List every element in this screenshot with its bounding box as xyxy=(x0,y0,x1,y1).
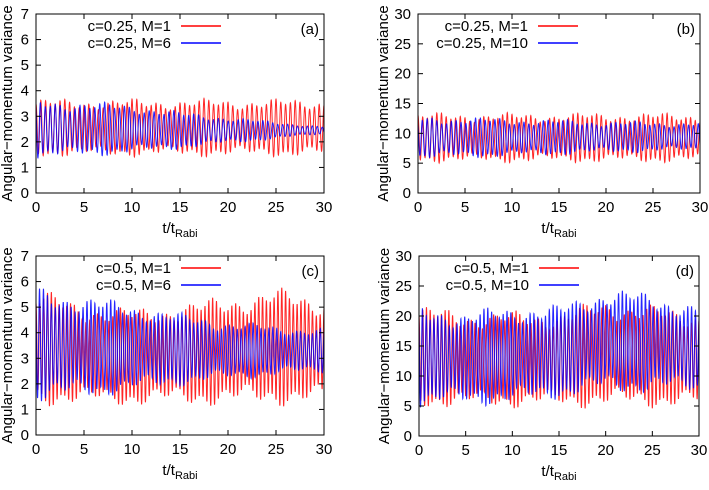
x-axis-label-main: t/t xyxy=(162,462,175,479)
x-tick-label: 30 xyxy=(316,441,333,458)
x-axis-label-main: t/t xyxy=(162,220,175,237)
series-line-1 xyxy=(36,287,324,407)
y-tick-label: 1 xyxy=(21,401,29,418)
y-tick-label: 15 xyxy=(394,96,411,113)
x-tick-label: 10 xyxy=(124,441,141,458)
x-axis-label: t/tRabi xyxy=(541,220,576,240)
x-axis-label-main: t/t xyxy=(541,463,554,480)
y-tick-label: 20 xyxy=(395,308,412,325)
x-tick-label: 20 xyxy=(597,442,614,459)
panel-b: 0 5 10 15 20 25 30 0 5 10 15 20 25 30 t/tRabi Angular−m… xyxy=(375,5,708,240)
x-tick-label: 10 xyxy=(504,199,521,216)
panel-c: 0 5 10 15 20 25 30 0 1 2 3 4 5 6 7 t/tRabi Angular−momen… xyxy=(0,247,332,482)
series-line-2 xyxy=(419,290,699,408)
y-tick-label: 4 xyxy=(21,83,29,100)
legend-label: c=0.5, M=6 xyxy=(96,277,171,294)
series-line-1 xyxy=(36,97,324,159)
x-tick-label: 25 xyxy=(644,442,661,459)
y-tick-label: 6 xyxy=(21,274,29,291)
x-tick-label: 15 xyxy=(172,441,189,458)
y-axis-label: Angular−momentum variance xyxy=(0,247,16,443)
y-tick-label: 5 xyxy=(21,299,29,316)
panel-d: 0 5 10 15 20 25 30 0 5 10 15 20 25 30 t/tRabi Angular−m… xyxy=(376,248,707,483)
x-tick-label: 15 xyxy=(551,442,568,459)
y-tick-label: 0 xyxy=(21,185,29,202)
legend-label: c=0.5, M=1 xyxy=(96,260,171,277)
y-tick-label: 15 xyxy=(395,338,412,355)
y-tick-label: 0 xyxy=(404,428,412,445)
x-tick-label: 5 xyxy=(80,199,88,216)
x-axis-label-subscript: Rabi xyxy=(175,228,198,240)
y-tick-label: 30 xyxy=(395,248,412,265)
panel-label: (b) xyxy=(677,21,695,38)
y-tick-label: 25 xyxy=(394,36,411,53)
x-tick-label: 10 xyxy=(504,442,521,459)
y-axis-label: Angular−momentum variance xyxy=(376,248,393,444)
x-tick-label: 5 xyxy=(461,199,469,216)
x-tick-label: 10 xyxy=(124,199,141,216)
series-line-1 xyxy=(418,111,700,165)
y-tick-label: 5 xyxy=(403,155,411,172)
x-axis-label-subscript: Rabi xyxy=(554,471,577,483)
y-tick-label: 7 xyxy=(21,6,29,23)
panel-a: 0 5 10 15 20 25 30 0 1 2 3 4 5 6 7 t/tRabi Angular−momen… xyxy=(0,5,332,240)
series-line-2 xyxy=(36,101,324,159)
series-line-2 xyxy=(418,117,700,159)
x-tick-label: 5 xyxy=(461,442,469,459)
y-tick-label: 0 xyxy=(21,427,29,444)
x-tick-label: 15 xyxy=(551,199,568,216)
x-tick-label: 30 xyxy=(692,199,709,216)
y-axis-label: Angular−momentum variance xyxy=(375,5,392,201)
y-tick-label: 6 xyxy=(21,32,29,49)
y-tick-label: 10 xyxy=(394,125,411,142)
y-tick-label: 0 xyxy=(403,185,411,202)
x-tick-label: 0 xyxy=(415,442,423,459)
series-line-1 xyxy=(419,303,699,409)
y-tick-label: 7 xyxy=(21,248,29,265)
y-tick-label: 3 xyxy=(21,350,29,367)
x-tick-label: 20 xyxy=(220,199,237,216)
x-tick-label: 20 xyxy=(598,199,615,216)
x-tick-label: 0 xyxy=(414,199,422,216)
y-tick-label: 2 xyxy=(21,376,29,393)
panel-label: (d) xyxy=(676,263,694,280)
x-tick-label: 20 xyxy=(220,441,237,458)
x-tick-label: 0 xyxy=(32,441,40,458)
y-tick-label: 1 xyxy=(21,159,29,176)
x-tick-label: 30 xyxy=(691,442,708,459)
series-line-2 xyxy=(36,288,324,402)
x-tick-label: 0 xyxy=(32,199,40,216)
panel-label: (c) xyxy=(302,263,320,280)
legend-label: c=0.25, M=1 xyxy=(445,18,528,35)
y-tick-label: 20 xyxy=(394,66,411,83)
x-tick-label: 30 xyxy=(316,199,333,216)
legend-label: c=0.5, M=10 xyxy=(446,277,529,294)
x-axis-label: t/tRabi xyxy=(541,463,576,483)
x-tick-label: 25 xyxy=(645,199,662,216)
legend-label: c=0.25, M=1 xyxy=(88,18,171,35)
legend-label: c=0.5, M=1 xyxy=(454,260,529,277)
legend-label: c=0.25, M=6 xyxy=(88,35,171,52)
x-axis-label-main: t/t xyxy=(541,220,554,237)
y-tick-label: 2 xyxy=(21,134,29,151)
y-axis-label: Angular−momentum variance xyxy=(0,5,16,201)
x-axis-label-subscript: Rabi xyxy=(554,228,577,240)
x-tick-label: 25 xyxy=(268,199,285,216)
y-tick-label: 5 xyxy=(21,57,29,74)
x-axis-label: t/tRabi xyxy=(162,462,197,482)
y-tick-label: 3 xyxy=(21,108,29,125)
y-tick-label: 5 xyxy=(404,398,412,415)
panel-label: (a) xyxy=(301,21,319,38)
x-axis-label-subscript: Rabi xyxy=(175,470,198,482)
y-tick-label: 10 xyxy=(395,368,412,385)
x-tick-label: 5 xyxy=(80,441,88,458)
y-tick-label: 30 xyxy=(394,6,411,23)
legend-label: c=0.25, M=10 xyxy=(436,35,528,52)
x-axis-label: t/tRabi xyxy=(162,220,197,240)
y-tick-label: 4 xyxy=(21,325,29,342)
y-tick-label: 25 xyxy=(395,278,412,295)
x-tick-label: 15 xyxy=(172,199,189,216)
x-tick-label: 25 xyxy=(268,441,285,458)
